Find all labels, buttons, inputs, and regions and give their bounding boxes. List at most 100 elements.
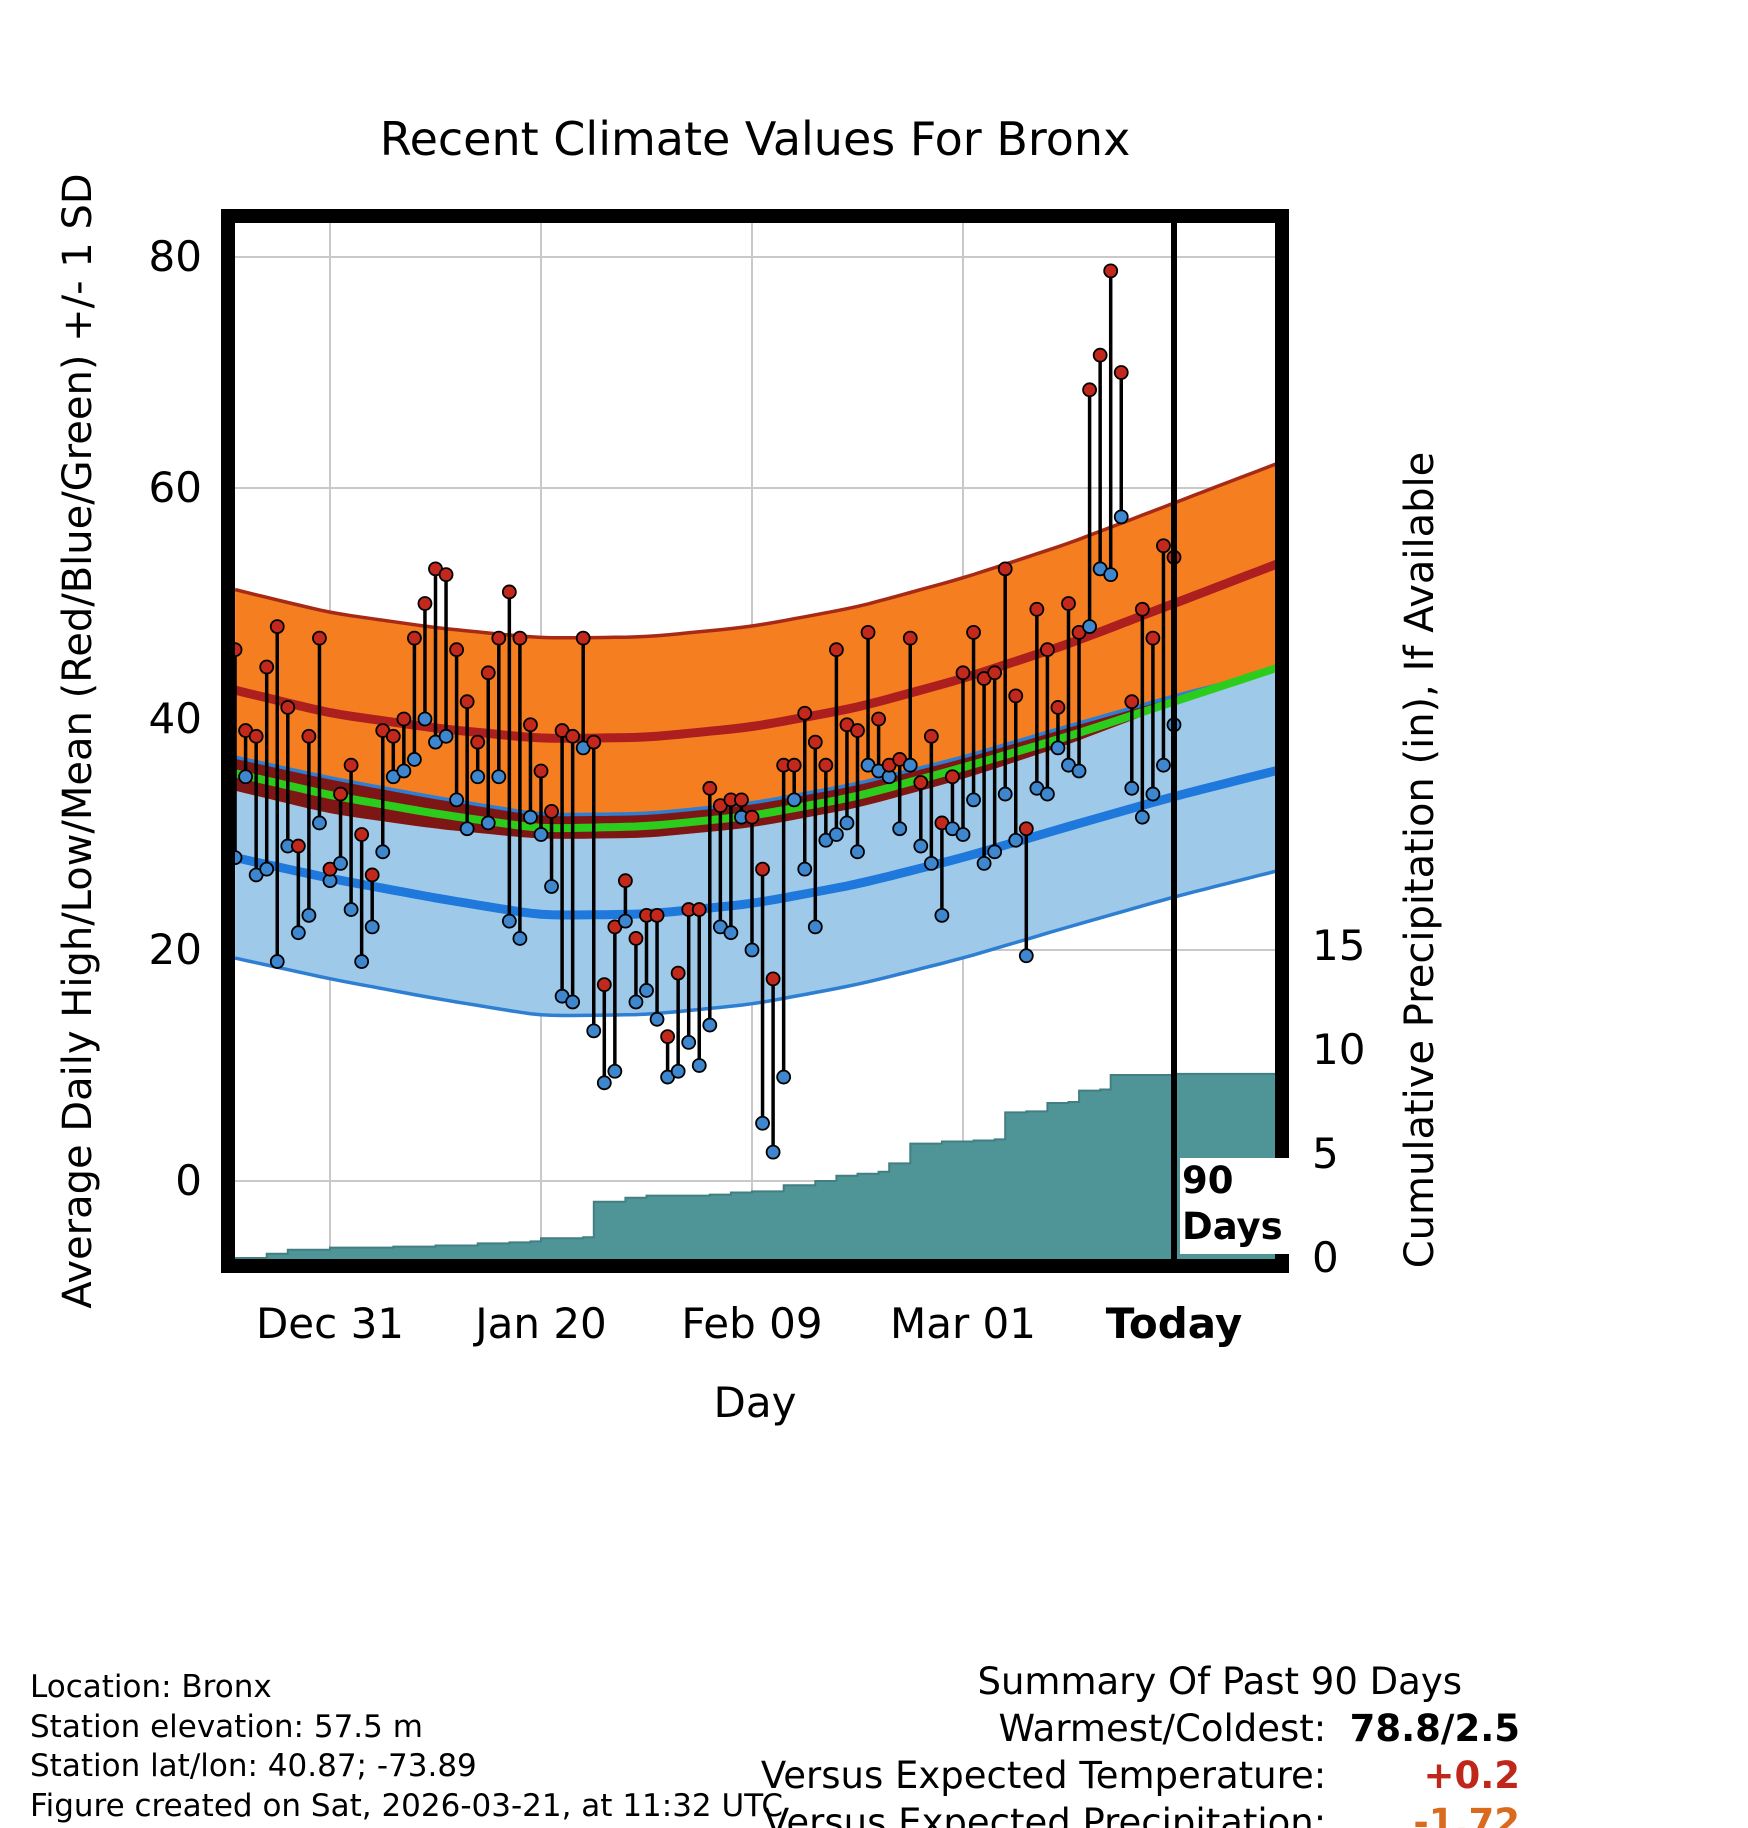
daily-low-dot bbox=[892, 821, 908, 837]
daily-low-dot bbox=[618, 913, 633, 929]
daily-low-dot bbox=[765, 1144, 781, 1160]
daily-high-dot bbox=[955, 665, 971, 681]
daily-high-dot bbox=[1018, 821, 1034, 837]
daily-low-dot bbox=[1082, 619, 1097, 634]
daily-high-dot bbox=[343, 757, 359, 773]
band-overlap-region bbox=[235, 663, 1280, 839]
daily-high-dot bbox=[1029, 601, 1045, 617]
summary-label: Warmest/Coldest: bbox=[998, 1707, 1327, 1750]
daily-high-dot bbox=[354, 827, 370, 842]
daily-high-dot bbox=[765, 971, 781, 987]
daily-low-dot bbox=[238, 769, 254, 785]
daily-high-dot bbox=[618, 873, 633, 889]
low-mean-line bbox=[230, 765, 1282, 920]
daily-high-dot bbox=[290, 838, 306, 854]
daily-low-dot bbox=[565, 994, 581, 1010]
tick-label: Jan 20 bbox=[472, 1299, 607, 1348]
summary-value: 78.8/2.5 bbox=[1349, 1707, 1520, 1750]
daily-low-dot bbox=[501, 913, 517, 929]
daily-high-dot bbox=[396, 711, 412, 727]
daily-high-dot bbox=[818, 757, 834, 773]
summary-block: Summary Of Past 90 Days Warmest/Coldest:… bbox=[761, 1658, 1520, 1828]
summary-row-vs-precipitation: Versus Expected Precipitation: -1.72 bbox=[761, 1799, 1520, 1828]
daily-low-dot bbox=[1145, 786, 1161, 802]
daily-low-dot bbox=[480, 815, 496, 831]
daily-high-dot bbox=[691, 902, 707, 917]
low-band-top-edge bbox=[234, 667, 1280, 817]
daily-low-dot bbox=[269, 954, 285, 969]
axis-tick-labels: 0 20 40 60 80 0 5 10 15 Dec 31 Jan 20 Feb 09 Mar 01 T… bbox=[149, 232, 1366, 1348]
daily-low-dot bbox=[913, 838, 929, 854]
daily-high-dot bbox=[660, 1029, 675, 1045]
daily-low-dot bbox=[375, 844, 391, 860]
daily-high-dot bbox=[1050, 700, 1066, 715]
daily-low-dot bbox=[639, 983, 654, 998]
tick-label: 20 bbox=[149, 925, 202, 974]
station-elevation: Station elevation: 57.5 m bbox=[30, 1708, 423, 1745]
daily-low-dot bbox=[596, 1075, 612, 1091]
daily-high-dot bbox=[734, 792, 749, 808]
daily-low-dot bbox=[354, 954, 370, 969]
summary-label: Versus Expected Temperature: bbox=[760, 1754, 1327, 1797]
plot-area bbox=[228, 216, 1282, 1266]
daily-high-dot bbox=[1082, 382, 1097, 398]
daily-high-dot bbox=[301, 728, 317, 744]
figure-created: Figure created on Sat, 2026-03-21, at 11… bbox=[30, 1787, 783, 1824]
summary-label: Versus Expected Precipitation: bbox=[763, 1801, 1327, 1828]
tick-label: 15 bbox=[1312, 921, 1365, 970]
daily-low-dot bbox=[702, 1017, 718, 1033]
daily-low-dot bbox=[966, 792, 981, 808]
tick-label: Dec 31 bbox=[256, 1299, 404, 1348]
daily-low-dot bbox=[934, 907, 950, 923]
daily-high-dot bbox=[913, 775, 929, 790]
daily-high-dot bbox=[628, 931, 644, 946]
daily-low-dot bbox=[987, 844, 1003, 860]
daily-low-dot bbox=[923, 855, 939, 871]
daily-low-dot bbox=[607, 1063, 623, 1079]
daily-low-dot bbox=[1018, 948, 1034, 964]
daily-high-dot bbox=[945, 769, 960, 785]
daily-observations bbox=[228, 263, 1182, 1160]
daily-low-dot bbox=[449, 792, 465, 808]
daily-high-dot bbox=[406, 630, 422, 646]
daily-high-dot bbox=[744, 809, 760, 825]
daily-low-dot bbox=[343, 902, 359, 917]
plot-border bbox=[221, 209, 1289, 1273]
tick-label: 40 bbox=[149, 694, 202, 743]
daily-low-dot bbox=[396, 763, 412, 779]
daily-high-dot bbox=[1124, 694, 1140, 710]
daily-high-dot bbox=[987, 665, 1003, 681]
daily-low-dot bbox=[997, 786, 1013, 802]
daily-high-dot bbox=[312, 630, 327, 646]
daily-low-dot bbox=[1050, 740, 1066, 756]
daily-high-dot bbox=[1134, 601, 1150, 617]
daily-high-dot bbox=[1156, 538, 1171, 554]
tick-label: 80 bbox=[149, 232, 202, 281]
daily-low-dot bbox=[364, 919, 380, 935]
station-latlon: Station lat/lon: 40.87; -73.89 bbox=[30, 1748, 477, 1784]
daily-low-dot bbox=[290, 925, 306, 941]
daily-high-dot bbox=[1061, 596, 1076, 611]
daily-high-dot bbox=[480, 665, 496, 681]
daily-low-dot bbox=[533, 827, 549, 842]
tick-label: 5 bbox=[1312, 1129, 1339, 1178]
summary-value: -1.72 bbox=[1413, 1801, 1520, 1828]
daily-low-dot bbox=[301, 907, 317, 923]
precip-cumulative-area bbox=[228, 1072, 1282, 1266]
daily-low-dot bbox=[259, 861, 275, 877]
daily-high-dot bbox=[248, 728, 264, 744]
daily-low-dot bbox=[850, 844, 865, 860]
daily-high-dot bbox=[586, 734, 602, 750]
daily-low-dot bbox=[786, 792, 802, 808]
daily-low-dot bbox=[955, 827, 971, 842]
daily-high-dot bbox=[797, 705, 813, 721]
daily-high-dot bbox=[501, 584, 517, 600]
daily-low-dot bbox=[839, 815, 855, 831]
daily-high-dot bbox=[966, 624, 981, 640]
daily-high-dot bbox=[702, 780, 718, 796]
tick-label: Feb 09 bbox=[681, 1299, 822, 1348]
daily-low-dot bbox=[681, 1035, 697, 1050]
ninety-days-annotation: 90 Days bbox=[1180, 1158, 1289, 1254]
daily-low-dot bbox=[1134, 809, 1150, 825]
daily-low-dot bbox=[1156, 757, 1171, 773]
